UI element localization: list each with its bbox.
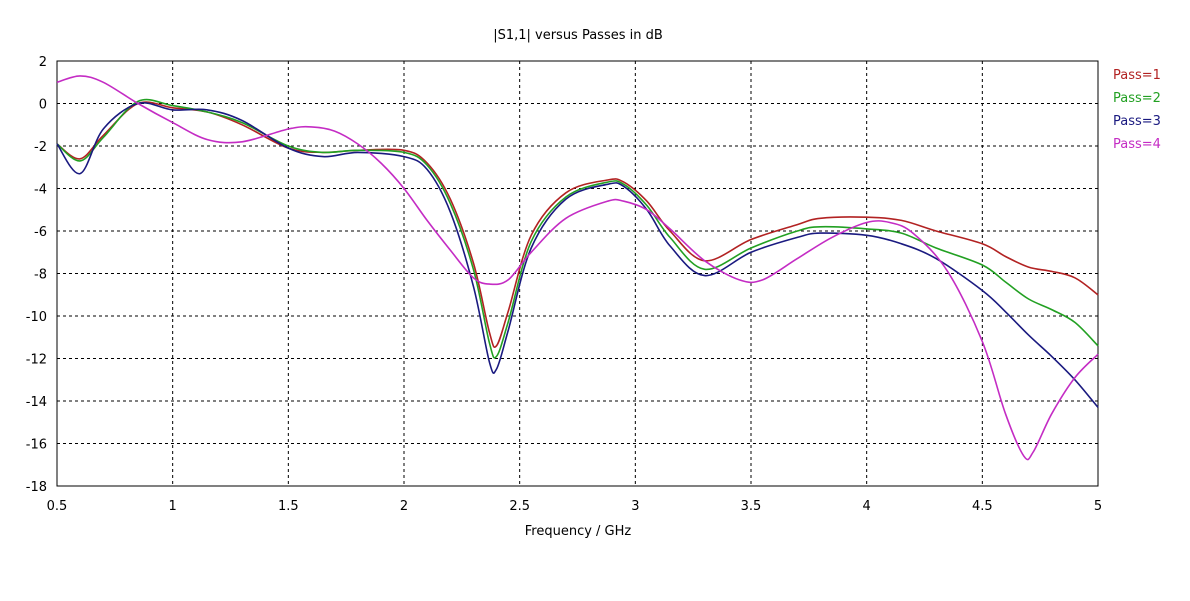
y-tick-label: -8 [34, 268, 47, 283]
x-tick-label: 4 [863, 499, 871, 514]
y-tick-label: -16 [26, 438, 47, 453]
legend-entry-pass-2: Pass=2 [1113, 91, 1161, 106]
legend: Pass=1 Pass=2 Pass=3 Pass=4 [1113, 68, 1161, 152]
y-tick-label: -10 [26, 310, 47, 325]
y-tick-label: 0 [39, 98, 47, 113]
x-tick-label: 5 [1094, 499, 1102, 514]
x-axis-label: Frequency / GHz [525, 524, 632, 539]
legend-entry-pass-4: Pass=4 [1113, 137, 1161, 152]
series-line-pass-3 [56, 102, 1099, 408]
series-line-pass-4 [56, 75, 1099, 461]
series-line-pass-1 [56, 101, 1099, 349]
x-tick-label: 2 [400, 499, 408, 514]
x-tick-label: 0.5 [47, 499, 68, 514]
y-tick-label: -6 [34, 225, 47, 240]
x-tick-label: 2.5 [509, 499, 530, 514]
grid-lines [57, 61, 1098, 486]
chart-title: |S1,1| versus Passes in dB [493, 28, 663, 43]
legend-entry-pass-3: Pass=3 [1113, 114, 1161, 129]
axis-ticks: 0.5 1 1.5 2 2.5 3 3.5 4 4.5 5 2 0 -2 -4 -6 -8 -10 -12 -14 -… [26, 55, 1102, 514]
x-tick-label: 1 [169, 499, 177, 514]
y-tick-label: -12 [26, 353, 47, 368]
plot-area-frame [56, 60, 1099, 487]
y-tick-label: -14 [26, 395, 47, 410]
y-tick-label: -4 [34, 183, 47, 198]
series-line-pass-2 [56, 98, 1099, 359]
legend-entry-pass-1: Pass=1 [1113, 68, 1161, 83]
x-tick-label: 3 [631, 499, 639, 514]
x-tick-label: 1.5 [278, 499, 299, 514]
x-tick-label: 3.5 [741, 499, 762, 514]
y-tick-label: -18 [26, 480, 47, 495]
series-lines [56, 75, 1099, 461]
y-tick-label: 2 [39, 55, 47, 70]
x-tick-label: 4.5 [972, 499, 993, 514]
y-tick-label: -2 [34, 140, 47, 155]
